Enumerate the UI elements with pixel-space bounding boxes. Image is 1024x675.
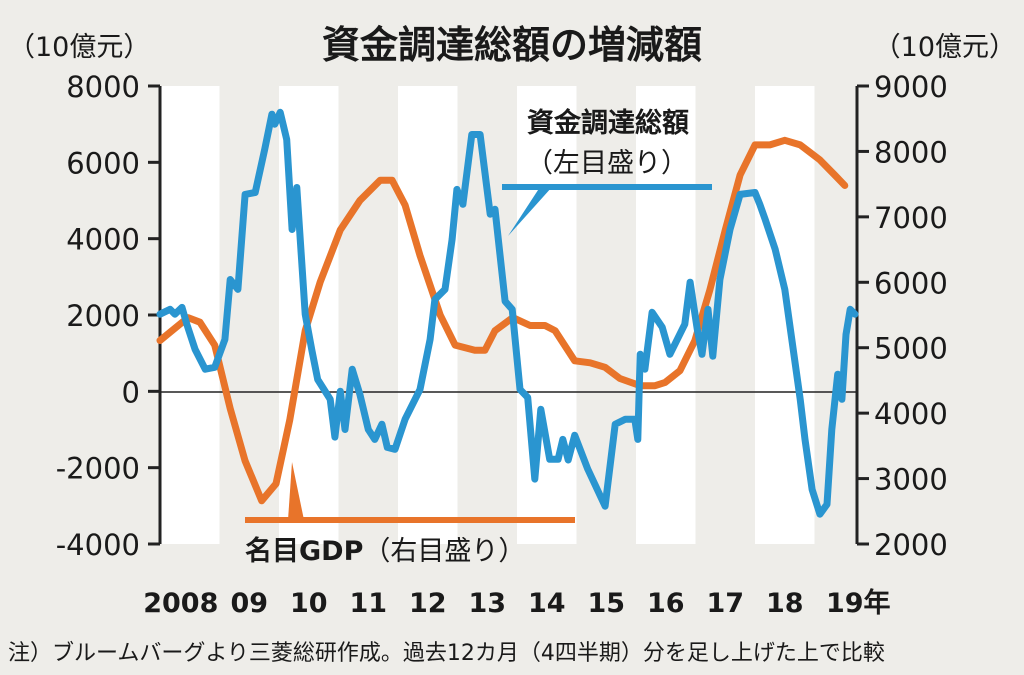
year-bands xyxy=(160,86,815,544)
left-tick-label: 0 xyxy=(122,375,140,409)
right-axis-unit: （10億元） xyxy=(874,32,1016,63)
series-line-funding xyxy=(156,108,859,518)
right-axis-ticks: 9000 8000 7000 6000 5000 4000 3000 2000 xyxy=(857,70,948,562)
left-axis-unit: （10億元） xyxy=(8,32,150,63)
left-tick-label: -4000 xyxy=(56,528,140,562)
left-axis-ticks: 8000 6000 4000 2000 0 -2000 -4000 xyxy=(56,70,160,562)
year-band xyxy=(517,86,577,544)
left-tick-label: 8000 xyxy=(66,70,140,104)
right-tick-label: 5000 xyxy=(874,332,948,366)
x-tick-label: 18 xyxy=(766,588,804,619)
left-tick-label: 2000 xyxy=(66,299,140,333)
x-axis-ticks: 2008 09 10 11 12 13 14 15 16 17 18 19年 xyxy=(143,587,890,619)
right-tick-label: 9000 xyxy=(874,70,948,104)
x-tick-label: 16 xyxy=(647,588,685,619)
right-tick-label: 2000 xyxy=(874,528,948,562)
x-tick-label: 09 xyxy=(230,588,268,619)
footnote: 注）ブルームバーグより三菱総研作成。過去12カ月（4四半期）分を足し上げた上で比… xyxy=(8,641,885,666)
year-band xyxy=(755,86,815,544)
gdp-leader-pointer xyxy=(288,462,304,520)
left-tick-label: -2000 xyxy=(56,452,140,486)
series-label-funding: 資金調達総額 xyxy=(527,107,689,139)
x-tick-label: 15 xyxy=(587,588,625,619)
x-tick-label: 13 xyxy=(468,588,506,619)
right-tick-label: 7000 xyxy=(874,201,948,235)
series-axis-note-funding: （左目盛り） xyxy=(526,148,688,179)
chart-title: 資金調達総額の増減額 xyxy=(322,23,702,67)
x-tick-label: 12 xyxy=(409,588,447,619)
x-tick-label: 11 xyxy=(349,588,387,619)
x-tick-label: 2008 xyxy=(143,588,218,619)
year-band xyxy=(398,86,458,544)
x-tick-label: 10 xyxy=(290,588,328,619)
series-label-gdp: 名目GDP（右目盛り） xyxy=(245,535,525,567)
right-tick-label: 4000 xyxy=(874,397,948,431)
series-lines xyxy=(156,108,859,518)
x-tick-label: 19年 xyxy=(826,587,891,619)
right-tick-label: 8000 xyxy=(874,135,948,169)
left-tick-label: 6000 xyxy=(66,146,140,180)
right-tick-label: 3000 xyxy=(874,463,948,497)
x-tick-label: 14 xyxy=(528,588,566,619)
right-tick-label: 6000 xyxy=(874,266,948,300)
x-tick-label: 17 xyxy=(706,588,744,619)
funding-leader-pointer xyxy=(508,187,552,236)
left-tick-label: 4000 xyxy=(66,223,140,257)
